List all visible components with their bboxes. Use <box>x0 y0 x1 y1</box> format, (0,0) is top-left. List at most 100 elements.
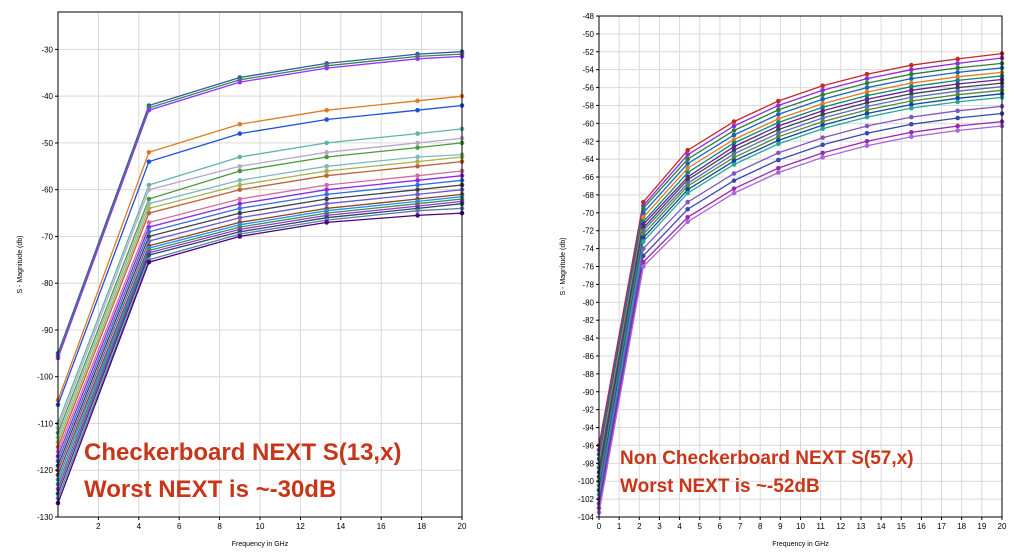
series-line <box>598 120 1003 509</box>
series-line <box>57 196 463 480</box>
y-tick-label: -80 <box>582 298 594 307</box>
data-point <box>909 105 914 111</box>
series-line <box>57 142 463 434</box>
data-point <box>955 92 960 98</box>
y-tick-label: -98 <box>582 459 594 468</box>
data-point <box>909 71 914 77</box>
data-point <box>820 96 825 102</box>
series-line <box>598 86 1003 482</box>
x-axis-label: Frequency in GHz <box>232 541 289 548</box>
data-point <box>415 182 420 188</box>
data-point <box>685 177 690 183</box>
data-point <box>146 149 152 155</box>
data-point <box>864 123 870 129</box>
data-point <box>776 138 781 143</box>
data-point <box>864 104 870 109</box>
data-point <box>731 144 737 149</box>
y-tick-label: -68 <box>582 191 594 200</box>
data-point <box>776 127 781 132</box>
data-point <box>864 107 870 113</box>
data-point <box>641 222 646 227</box>
data-point <box>415 173 420 178</box>
y-tick-label: -52 <box>582 48 594 57</box>
series-line <box>57 156 463 443</box>
data-point <box>955 123 960 129</box>
grid-lines <box>58 12 463 518</box>
data-point <box>776 103 781 108</box>
y-tick-label: -104 <box>578 513 595 522</box>
data-point <box>864 89 870 95</box>
data-point <box>864 76 870 81</box>
data-point <box>955 61 960 66</box>
data-point <box>820 119 825 124</box>
y-tick-label: -96 <box>582 441 594 450</box>
x-tick-label: 17 <box>937 522 946 531</box>
data-point <box>685 206 690 212</box>
series-line <box>598 75 1003 468</box>
data-point <box>237 121 243 127</box>
x-tick-label: 6 <box>177 522 182 531</box>
series-line <box>598 96 1003 495</box>
y-tick-label: -100 <box>578 477 595 486</box>
data-point <box>415 159 420 164</box>
data-point <box>955 78 960 83</box>
data-point <box>820 135 825 140</box>
data-point <box>415 192 420 197</box>
data-point <box>324 65 329 71</box>
data-point <box>955 96 960 101</box>
data-point <box>864 111 870 116</box>
data-point <box>146 238 152 244</box>
data-point <box>641 259 646 265</box>
data-point <box>237 131 243 136</box>
y-tick-label: -50 <box>41 139 53 148</box>
data-point <box>641 239 646 244</box>
data-point <box>237 79 243 85</box>
x-tick-label: 2 <box>637 522 642 531</box>
y-tick-label: -50 <box>582 30 594 39</box>
y-tick-label: -70 <box>582 209 594 218</box>
data-point <box>685 165 690 171</box>
data-point <box>146 224 152 230</box>
data-point <box>324 173 329 178</box>
data-point <box>820 112 825 117</box>
series-line <box>598 105 1003 500</box>
data-point <box>909 130 914 135</box>
right-chart: -48 -50 -52 -54 -56 -58 -60 -62 -64 -66 -68 -70 -72 -… <box>560 12 1007 548</box>
data-point <box>955 65 960 71</box>
series-line <box>57 137 463 429</box>
data-point <box>146 234 152 239</box>
annotation-subtitle: Worst NEXT is ~-52dB <box>620 476 820 497</box>
data-point <box>146 201 152 207</box>
series-line <box>598 82 1003 477</box>
y-tick-label: -110 <box>38 419 54 428</box>
data-point <box>237 168 243 174</box>
x-tick-label: 15 <box>897 522 906 531</box>
data-point <box>237 234 243 239</box>
data-point <box>820 126 825 132</box>
data-point <box>641 228 646 234</box>
series-line <box>598 93 1003 491</box>
y-tick-label: -48 <box>582 12 594 21</box>
data-point <box>864 143 870 149</box>
x-tick-label: 2 <box>96 522 101 531</box>
data-point <box>864 93 870 98</box>
x-tick-label: 10 <box>256 522 265 531</box>
data-point <box>820 83 825 89</box>
data-point <box>237 182 243 188</box>
y-tick-label: -82 <box>582 316 594 325</box>
data-point <box>776 134 781 140</box>
series-line <box>598 62 1003 455</box>
data-point <box>955 74 960 80</box>
data-point <box>731 132 737 138</box>
y-tick-label: -84 <box>582 334 594 343</box>
data-point <box>776 170 781 175</box>
data-point <box>324 154 329 160</box>
x-tick-label: 16 <box>917 522 926 531</box>
y-axis-label: S - Magnitude (db) <box>560 238 567 296</box>
data-point <box>324 149 329 155</box>
y-tick-label: -70 <box>41 232 53 241</box>
data-point <box>909 91 914 97</box>
data-point <box>909 134 914 140</box>
series-line <box>57 51 463 354</box>
series-line <box>57 193 463 476</box>
